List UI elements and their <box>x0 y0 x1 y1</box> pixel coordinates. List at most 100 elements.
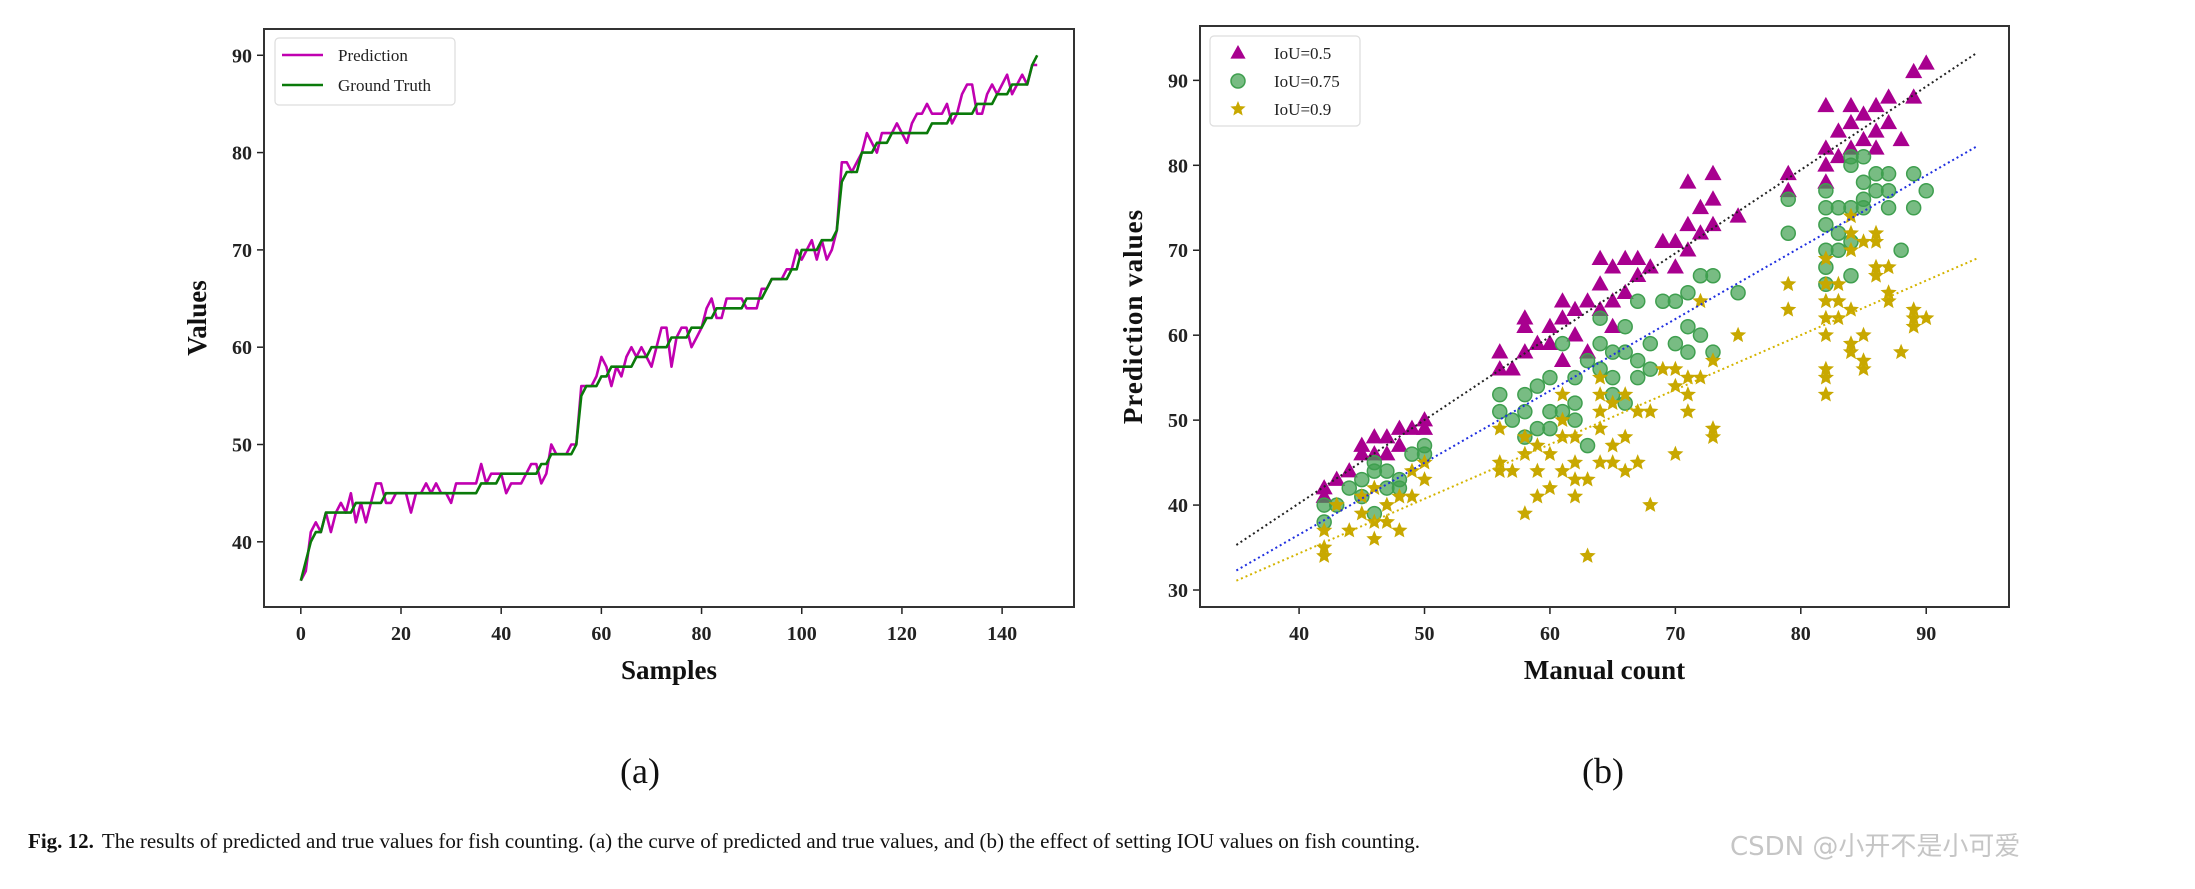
triangle-point <box>1867 122 1885 138</box>
star-point <box>1830 309 1847 326</box>
star-point <box>1880 258 1897 275</box>
triangle-point <box>1817 139 1835 155</box>
triangle-point <box>1880 88 1898 104</box>
star-point <box>1855 233 1872 249</box>
caption-text: The results of predicted and true values… <box>101 829 1421 853</box>
triangle-point <box>1817 96 1835 113</box>
circle-point <box>1880 166 1897 182</box>
star-point <box>1817 326 1834 343</box>
star-point <box>1316 522 1333 538</box>
triangle-point <box>1528 334 1546 350</box>
x-tick-label: 80 <box>692 623 712 645</box>
star-point <box>1516 428 1533 444</box>
circle-point <box>1504 412 1521 428</box>
star-point <box>1855 326 1872 343</box>
star-point <box>1592 386 1609 402</box>
triangle-point <box>1867 139 1885 155</box>
star-point <box>1604 454 1621 470</box>
star-point <box>1491 420 1508 436</box>
circle-point <box>1730 284 1746 301</box>
star-point <box>1328 496 1345 512</box>
circle-point <box>1830 225 1847 242</box>
x-tick-label: 50 <box>1415 623 1435 645</box>
star-point <box>1868 224 1885 241</box>
triangle-point <box>1541 334 1559 350</box>
star-point <box>1541 479 1558 495</box>
star-point <box>1817 309 1834 326</box>
circle-icon <box>1230 73 1246 89</box>
triangle-point <box>1516 343 1534 359</box>
circle-point <box>1780 191 1796 208</box>
star-point <box>1830 292 1847 309</box>
circle-point <box>1567 369 1583 386</box>
circle-point <box>1880 200 1897 216</box>
y-tick-label: 30 <box>1168 580 1188 602</box>
triangle-point <box>1666 232 1684 249</box>
star-point <box>1579 471 1596 487</box>
triangle-point <box>1365 428 1383 444</box>
circle-point <box>1366 454 1383 471</box>
figure-caption: Fig. 12. The results of predicted and tru… <box>28 829 1420 854</box>
star-point <box>1654 360 1671 376</box>
star-point <box>1566 428 1584 444</box>
triangle-point <box>1616 283 1634 300</box>
triangle-icon <box>1230 45 1246 59</box>
star-point <box>1316 547 1333 563</box>
trend-line <box>1235 145 1977 572</box>
star-point <box>1403 488 1421 504</box>
star-point <box>1566 488 1584 504</box>
circle-point <box>1905 200 1922 216</box>
series-line-prediction <box>299 63 1038 582</box>
star-point <box>1391 488 1408 504</box>
star-point <box>1629 454 1646 470</box>
x-tick-label: 140 <box>987 623 1017 645</box>
triangle-point <box>1604 258 1622 274</box>
legend: IoU=0.5 IoU=0.75 IoU=0.9 <box>1209 35 1361 127</box>
x-tick-label: 40 <box>1289 623 1309 645</box>
star-point <box>1617 428 1634 444</box>
y-tick-label: 60 <box>1168 325 1188 347</box>
legend: Prediction Ground Truth <box>274 37 456 106</box>
triangle-point <box>1491 343 1509 359</box>
circle-point <box>1592 310 1608 326</box>
triangle-point <box>1905 88 1923 104</box>
star-point <box>1378 513 1395 529</box>
circle-point <box>1629 369 1646 386</box>
x-tick-label: 40 <box>491 623 511 645</box>
circle-point <box>1592 335 1608 352</box>
circle-point <box>1692 327 1709 343</box>
star-point <box>1592 420 1609 436</box>
star-point <box>1353 488 1370 504</box>
circle-point <box>1492 403 1508 420</box>
triangle-point <box>1867 96 1885 113</box>
star-point <box>1529 437 1546 453</box>
circle-point <box>1667 335 1684 352</box>
star-point <box>1592 369 1609 385</box>
triangle-point <box>1616 249 1634 266</box>
y-axis-label: Values <box>182 280 212 356</box>
triangle-point <box>1353 445 1371 461</box>
triangle-point <box>1641 258 1659 274</box>
chart-a: 0 20 40 60 80 100 120 140 40 50 60 70 80 90 Samples Val… <box>182 28 1075 791</box>
star-icon <box>1230 101 1246 116</box>
plot-area <box>1235 52 1977 582</box>
y-tick-label: 50 <box>1168 410 1188 432</box>
star-point <box>1566 454 1584 470</box>
star-point <box>1780 301 1797 317</box>
circle-point <box>1855 174 1872 191</box>
circle-point <box>1542 369 1558 386</box>
triangle-point <box>1591 275 1609 291</box>
circle-point <box>1604 369 1621 386</box>
circle-point <box>1855 149 1872 165</box>
triangle-point <box>1516 317 1534 333</box>
chart-b: 40 50 60 70 80 90 30 40 50 60 70 80 90 Manual count Pr… <box>1118 25 2010 791</box>
x-tick-label: 20 <box>391 623 411 645</box>
star-point <box>1604 394 1621 410</box>
legend-label: Prediction <box>338 46 408 65</box>
star-point <box>1554 386 1571 402</box>
triangle-point <box>1892 130 1910 147</box>
star-point <box>1391 522 1408 538</box>
star-point <box>1868 258 1885 275</box>
circle-point <box>1830 242 1847 258</box>
y-tick-label: 90 <box>1168 70 1188 92</box>
